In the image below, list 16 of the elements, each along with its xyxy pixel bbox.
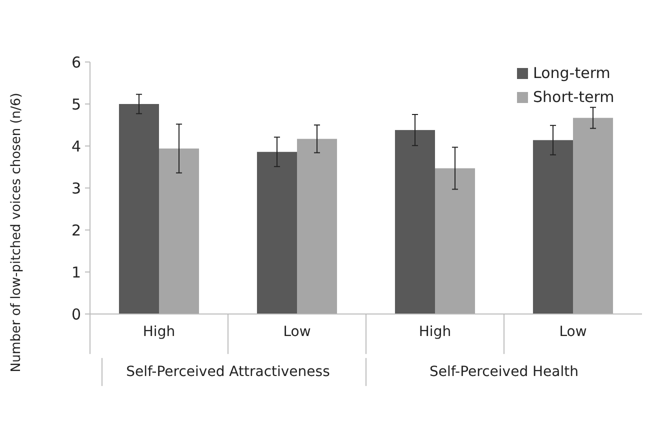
y-tick-label: 0 [71, 305, 81, 324]
y-tick-label: 5 [71, 95, 81, 114]
x-tick-label: Low [559, 324, 587, 340]
y-tick-label: 2 [71, 221, 81, 240]
y-axis-title: Number of low-pitched voices chosen (n/6) [9, 92, 24, 372]
legend-label: Short-term [533, 88, 614, 106]
y-tick-label: 3 [71, 179, 81, 198]
x-tick-label: High [142, 324, 176, 340]
text: Self-Perceived Health [429, 364, 579, 380]
y-tick-label: 1 [71, 263, 81, 282]
x-tick-label: High [418, 324, 452, 340]
x-tick-label: Low [283, 324, 311, 340]
y-tick-label: 4 [71, 137, 81, 156]
text: Self-Perceived Attractiveness [126, 364, 330, 380]
legend-label: Long-term [533, 64, 610, 82]
y-tick-label: 6 [71, 53, 81, 72]
